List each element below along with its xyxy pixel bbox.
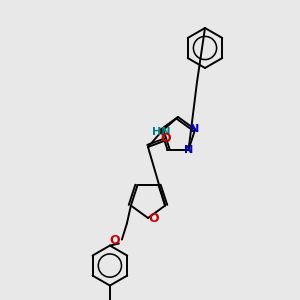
Text: N: N xyxy=(190,124,200,134)
Text: HN: HN xyxy=(152,127,170,137)
Text: N: N xyxy=(184,145,193,154)
Text: O: O xyxy=(161,133,171,146)
Text: O: O xyxy=(149,212,159,226)
Text: O: O xyxy=(110,234,120,247)
